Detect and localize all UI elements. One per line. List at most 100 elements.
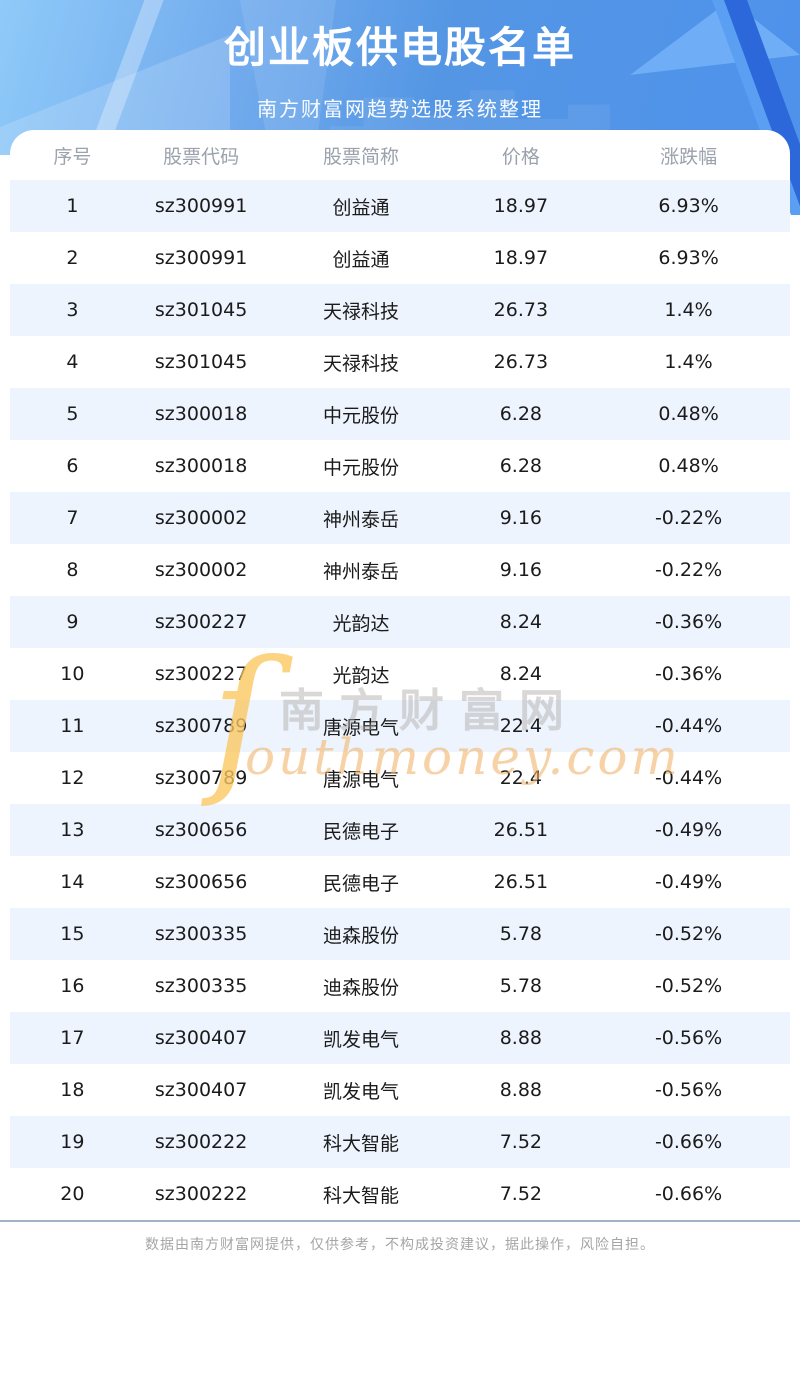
cell-price: 22.4 — [499, 715, 543, 737]
column-header-price: 价格 — [501, 145, 540, 168]
cell-code: sz300656 — [154, 871, 248, 893]
table-row: 15 sz300335 迪森股份 5.78 -0.52% — [10, 908, 790, 960]
cell-name: 迪森股份 — [322, 924, 399, 947]
cell-name: 天禄科技 — [322, 352, 399, 375]
cell-name: 光韵达 — [332, 664, 390, 687]
table-row: 16 sz300335 迪森股份 5.78 -0.52% — [10, 960, 790, 1012]
cell-no: 7 — [66, 507, 79, 529]
cell-no: 11 — [60, 715, 85, 737]
cell-code: sz300227 — [154, 611, 248, 633]
cell-no: 17 — [60, 1027, 85, 1049]
cell-code: sz300222 — [154, 1131, 248, 1153]
cell-no: 14 — [60, 871, 85, 893]
cell-change: -0.44% — [654, 715, 723, 737]
cell-change: 6.93% — [658, 195, 719, 217]
table-row: 3 sz301045 天禄科技 26.73 1.4% — [10, 284, 790, 336]
table-row: 6 sz300018 中元股份 6.28 0.48% — [10, 440, 790, 492]
cell-no: 4 — [66, 351, 79, 373]
cell-code: sz300407 — [154, 1079, 248, 1101]
cell-code: sz300018 — [154, 455, 248, 477]
table-row: 14 sz300656 民德电子 26.51 -0.49% — [10, 856, 790, 908]
cell-change: -0.49% — [654, 871, 723, 893]
cell-name: 凯发电气 — [322, 1080, 399, 1103]
table-header-row: 序号 股票代码 股票简称 价格 涨跌幅 — [10, 130, 790, 180]
cell-code: sz300222 — [154, 1183, 248, 1205]
cell-code: sz300335 — [154, 923, 248, 945]
cell-price: 6.28 — [499, 455, 543, 477]
cell-no: 20 — [60, 1183, 85, 1205]
cell-no: 16 — [60, 975, 85, 997]
cell-code: sz300991 — [154, 195, 248, 217]
cell-code: sz301045 — [154, 351, 248, 373]
cell-price: 9.16 — [499, 507, 543, 529]
column-header-change: 涨跌幅 — [660, 145, 718, 168]
cell-no: 18 — [60, 1079, 85, 1101]
cell-code: sz300335 — [154, 975, 248, 997]
cell-code: sz300407 — [154, 1027, 248, 1049]
footer-divider — [0, 1220, 800, 1222]
cell-price: 7.52 — [499, 1131, 543, 1153]
cell-change: -0.22% — [654, 559, 723, 581]
page-subtitle: 南方财富网趋势选股系统整理 — [257, 97, 543, 121]
cell-change: -0.56% — [654, 1079, 723, 1101]
cell-name: 民德电子 — [322, 872, 399, 895]
cell-price: 7.52 — [499, 1183, 543, 1205]
cell-code: sz300018 — [154, 403, 248, 425]
table-row: 13 sz300656 民德电子 26.51 -0.49% — [10, 804, 790, 856]
cell-price: 8.88 — [499, 1027, 543, 1049]
cell-price: 9.16 — [499, 559, 543, 581]
cell-code: sz300002 — [154, 559, 248, 581]
cell-change: 6.93% — [658, 247, 719, 269]
cell-change: -0.56% — [654, 1027, 723, 1049]
cell-change: -0.52% — [654, 923, 723, 945]
disclaimer-text: 数据由南方财富网提供，仅供参考，不构成投资建议，据此操作，风险自担。 — [145, 1237, 655, 1253]
cell-change: -0.66% — [654, 1183, 723, 1205]
cell-price: 6.28 — [499, 403, 543, 425]
cell-code: sz301045 — [154, 299, 248, 321]
table-row: 11 sz300789 唐源电气 22.4 -0.44% — [10, 700, 790, 752]
column-header-name: 股票简称 — [322, 145, 399, 168]
cell-code: sz300789 — [154, 767, 248, 789]
table-row: 19 sz300222 科大智能 7.52 -0.66% — [10, 1116, 790, 1168]
cell-name: 神州泰岳 — [322, 508, 399, 531]
cell-no: 1 — [66, 195, 79, 217]
cell-name: 民德电子 — [322, 820, 399, 843]
cell-no: 9 — [66, 611, 79, 633]
cell-no: 3 — [66, 299, 79, 321]
stock-table-card: 序号 股票代码 股票简称 价格 涨跌幅 1 sz300991 创益通 18.97… — [10, 130, 790, 1220]
cell-no: 5 — [66, 403, 79, 425]
cell-price: 26.73 — [493, 351, 549, 373]
cell-price: 18.97 — [493, 195, 549, 217]
cell-code: sz300227 — [154, 663, 248, 685]
cell-change: -0.44% — [654, 767, 723, 789]
cell-price: 5.78 — [499, 923, 543, 945]
page-title: 创业板供电股名单 — [223, 23, 576, 72]
cell-price: 5.78 — [499, 975, 543, 997]
table-row: 2 sz300991 创益通 18.97 6.93% — [10, 232, 790, 284]
cell-no: 2 — [66, 247, 79, 269]
cell-price: 26.73 — [493, 299, 549, 321]
cell-change: 1.4% — [664, 351, 713, 373]
cell-name: 唐源电气 — [322, 768, 399, 791]
table-row: 17 sz300407 凯发电气 8.88 -0.56% — [10, 1012, 790, 1064]
cell-change: 1.4% — [664, 299, 713, 321]
cell-price: 8.88 — [499, 1079, 543, 1101]
cell-price: 8.24 — [499, 663, 543, 685]
cell-name: 中元股份 — [322, 404, 399, 427]
table-row: 8 sz300002 神州泰岳 9.16 -0.22% — [10, 544, 790, 596]
cell-price: 26.51 — [493, 819, 549, 841]
cell-price: 8.24 — [499, 611, 543, 633]
cell-change: -0.66% — [654, 1131, 723, 1153]
cell-change: -0.52% — [654, 975, 723, 997]
table-row: 12 sz300789 唐源电气 22.4 -0.44% — [10, 752, 790, 804]
cell-change: -0.49% — [654, 819, 723, 841]
cell-change: -0.22% — [654, 507, 723, 529]
cell-name: 创益通 — [332, 196, 390, 219]
cell-name: 唐源电气 — [322, 716, 399, 739]
cell-no: 19 — [60, 1131, 85, 1153]
cell-no: 15 — [60, 923, 85, 945]
cell-name: 创益通 — [332, 248, 390, 271]
cell-no: 12 — [60, 767, 85, 789]
table-row: 5 sz300018 中元股份 6.28 0.48% — [10, 388, 790, 440]
cell-change: 0.48% — [658, 455, 719, 477]
